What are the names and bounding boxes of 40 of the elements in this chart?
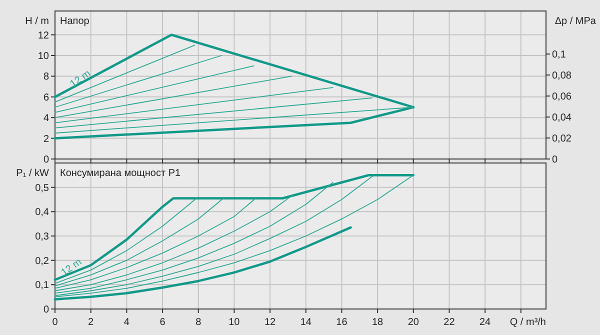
y-tick-label: 0 [43, 304, 50, 316]
x-tick-label: 6 [160, 317, 166, 328]
x-tick-label: 24 [480, 317, 492, 328]
x-tick-label: 12 [264, 317, 276, 328]
x-tick-label: 20 [408, 317, 420, 328]
x-tick-label: 4 [124, 317, 130, 328]
y-tick-label: 2 [43, 134, 50, 145]
y2-tick-label: 0,04 [552, 112, 572, 124]
x-tick-label: 16 [336, 317, 348, 328]
x-tick-label: 10 [228, 317, 240, 328]
annotation: 12 m [59, 256, 84, 279]
text: Консумирана мощност P1 [60, 168, 182, 179]
y-tick-label: 0,5 [35, 182, 50, 194]
y-tick-label: 8 [43, 72, 50, 83]
y-axis-title: P₁ / kW [16, 168, 50, 179]
x-tick-label: 8 [196, 317, 202, 328]
x-tick-label: 0 [52, 317, 58, 328]
y-tick-label: 0,3 [35, 232, 50, 242]
y-tick-label: 10 [38, 51, 50, 62]
y2-tick-label: 0,1 [552, 50, 566, 61]
y-tick-label: 0,4 [35, 207, 50, 218]
y-tick-label: 0 [43, 154, 50, 166]
x-tick-label: 2 [88, 317, 94, 328]
y2-tick-label: 0,06 [552, 92, 572, 103]
x-axis-title: Q / m³/h [510, 317, 546, 328]
y-tick-label: 6 [43, 92, 50, 104]
x-tick-label: 18 [372, 317, 384, 328]
y2-tick-label: 0,08 [552, 70, 572, 82]
text: Напор [60, 16, 90, 27]
y-tick-label: 4 [43, 113, 50, 124]
y2-axis-title: Δp / MPa [554, 16, 596, 27]
y-axis-title: H / m [25, 16, 49, 27]
y-tick-label: 12 [38, 30, 50, 42]
y2-tick-label: 0,02 [552, 134, 572, 145]
x-tick-label: 22 [444, 317, 456, 328]
y-tick-label: 0,1 [35, 280, 50, 292]
y2-tick-label: 0 [552, 154, 558, 166]
x-tick-label: 14 [300, 317, 312, 328]
y-tick-label: 0,2 [35, 256, 50, 267]
annotation: 12 m [68, 68, 93, 90]
